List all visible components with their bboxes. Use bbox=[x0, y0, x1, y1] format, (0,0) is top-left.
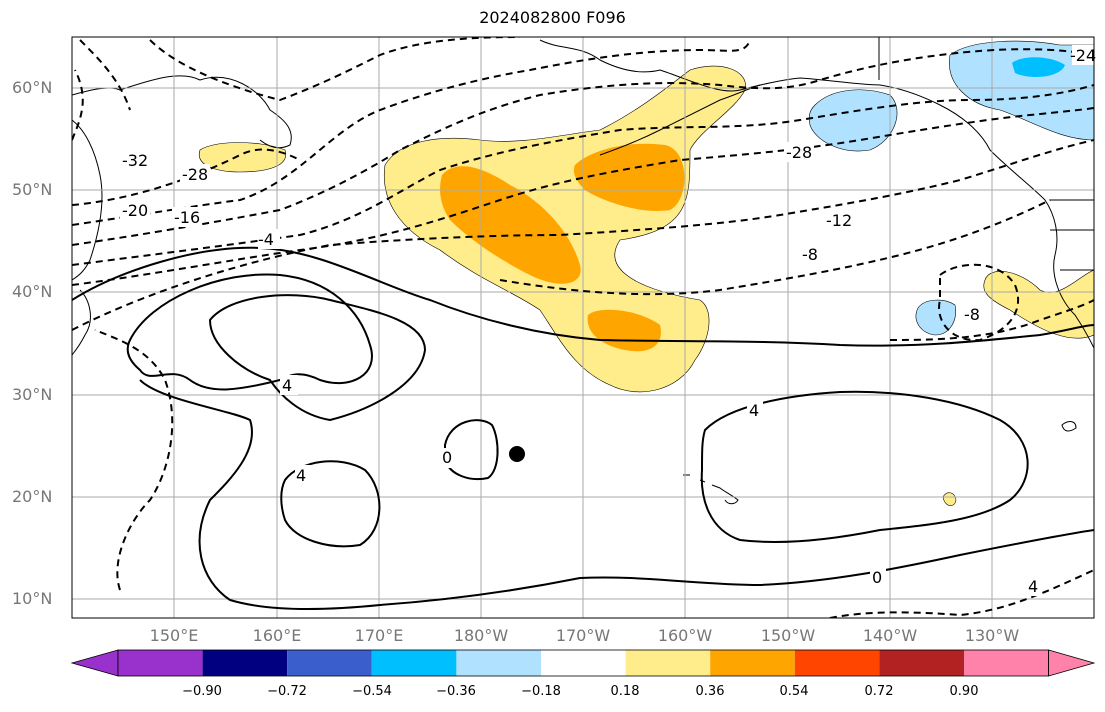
contour-label-1: -32 bbox=[122, 151, 148, 170]
contour-label-14: 4 bbox=[749, 401, 759, 420]
colorbar-tick-2: −0.72 bbox=[267, 684, 307, 699]
contour-label-16: 4 bbox=[1028, 577, 1038, 596]
contour-dashed-ak-1 bbox=[149, 37, 521, 102]
coastline-aleutians bbox=[599, 84, 761, 156]
lon-label-150w: 150°W bbox=[760, 626, 816, 645]
contour-label-12: 4 bbox=[296, 466, 306, 485]
contour-label-4: -16 bbox=[174, 208, 200, 227]
contour-solid-4-big bbox=[126, 273, 1094, 610]
contour-label-11: 4 bbox=[282, 376, 292, 395]
lon-label-160w: 160°W bbox=[657, 626, 713, 645]
contour-dashed-6 bbox=[72, 139, 1094, 331]
contour-dashed-east-curve bbox=[889, 299, 1094, 341]
colorbar-tick-10: 0.90 bbox=[949, 684, 979, 699]
colorbar-tick-8: 0.54 bbox=[779, 684, 809, 699]
contour-solid-4-inner bbox=[208, 294, 427, 422]
contour-label-7: -28 bbox=[786, 143, 812, 162]
coastlines bbox=[72, 37, 1094, 505]
contour-dashed-1 bbox=[72, 148, 301, 206]
colorbar-tick-5: −0.18 bbox=[521, 684, 561, 699]
contour-dashed-7 bbox=[499, 199, 1051, 296]
lat-label-20n: 20°N bbox=[12, 487, 53, 506]
coastline-bering-alaska bbox=[539, 39, 1094, 349]
positive-anomaly-region-small bbox=[942, 492, 957, 506]
colorbar-segment-2 bbox=[202, 650, 288, 676]
colorbar-tick-7: 0.36 bbox=[695, 684, 725, 699]
lat-label-40n: 40°N bbox=[12, 282, 53, 301]
lon-label-130w: 130°W bbox=[964, 626, 1020, 645]
contour-solid-4-east bbox=[700, 390, 1029, 543]
contour-dashed-west bbox=[72, 39, 131, 141]
lon-label-180w: 180°W bbox=[453, 626, 509, 645]
colorbar bbox=[70, 649, 1096, 677]
colorbar-segment-11 bbox=[964, 650, 1049, 676]
coastline-japan bbox=[72, 289, 91, 356]
lon-label-170e: 170°E bbox=[354, 626, 404, 645]
map-frame bbox=[71, 36, 1095, 619]
map-title: 2024082800 F096 bbox=[479, 8, 626, 27]
contour-label-6: -24 bbox=[1070, 46, 1096, 65]
contour-label-5: -4 bbox=[258, 230, 274, 249]
colorbar-segment-8 bbox=[710, 650, 795, 676]
contour-dashed-8 bbox=[94, 329, 174, 591]
colorbar-tick-1: −0.90 bbox=[182, 684, 222, 699]
contour-labels: -32 -28 -20 -16 -4 -24 -28 -12 -8 -8 4 4… bbox=[120, 45, 1096, 596]
contour-label-13: 0 bbox=[442, 448, 452, 467]
lon-label-140w: 140°W bbox=[862, 626, 918, 645]
contour-dashed-5 bbox=[72, 107, 1094, 286]
lon-label-170w: 170°W bbox=[555, 626, 611, 645]
gridlines bbox=[72, 37, 1094, 618]
contour-label-3: -20 bbox=[122, 201, 148, 220]
positive-anomaly-region-west-coast bbox=[983, 269, 1094, 339]
lat-label-60n: 60°N bbox=[12, 78, 53, 97]
lon-label-160e: 160°E bbox=[252, 626, 302, 645]
colorbar-tick-9: 0.72 bbox=[864, 684, 894, 699]
colorbar-segment-4 bbox=[371, 650, 457, 676]
colorbar-extend-right bbox=[1048, 649, 1096, 677]
colorbar-extend-left bbox=[70, 649, 119, 677]
contour-label-9: -8 bbox=[802, 245, 818, 264]
contour-solid-4-south bbox=[280, 460, 381, 548]
contour-solid-0-small bbox=[444, 419, 499, 480]
map-area bbox=[72, 37, 1094, 618]
colorbar-tick-3: −0.54 bbox=[352, 684, 392, 699]
colorbar-segment-5 bbox=[456, 650, 541, 676]
contour-dashed-bottom bbox=[829, 569, 1094, 618]
black-dot-marker bbox=[509, 446, 525, 462]
colorbar-segment-9 bbox=[794, 650, 880, 676]
colorbar-tick-4: −0.36 bbox=[436, 684, 476, 699]
lat-label-10n: 10°N bbox=[12, 589, 53, 608]
negative-contours bbox=[72, 37, 1094, 618]
colorbar-segment-10 bbox=[879, 650, 964, 676]
shaded-anomalies bbox=[198, 40, 1094, 506]
coastline-asia bbox=[72, 75, 292, 281]
colorbar-segment-7 bbox=[625, 650, 711, 676]
strong-anomaly-region-1 bbox=[440, 166, 581, 284]
positive-contours bbox=[72, 246, 1094, 610]
contour-dashed-3 bbox=[72, 48, 1094, 246]
contour-dashed-2 bbox=[72, 39, 751, 226]
contour-label-8: -12 bbox=[826, 211, 852, 230]
lat-label-30n: 30°N bbox=[12, 385, 53, 404]
contour-solid-0 bbox=[72, 246, 1094, 347]
strong-anomaly-region-2 bbox=[573, 143, 685, 211]
coastline-small-island bbox=[1061, 421, 1077, 432]
colorbar-segment-6 bbox=[541, 650, 626, 676]
colorbar-segment-1 bbox=[118, 650, 203, 676]
contour-dashed-east-loop bbox=[938, 263, 1020, 342]
strong-negative-anomaly-region bbox=[1012, 57, 1065, 77]
contour-label-2: -28 bbox=[182, 165, 208, 184]
contour-label-10: -8 bbox=[964, 305, 980, 324]
colorbar-tick-6: 0.18 bbox=[610, 684, 640, 699]
contour-label-15: 0 bbox=[872, 568, 882, 587]
lon-label-150e: 150°E bbox=[149, 626, 199, 645]
colorbar-segment-3 bbox=[287, 650, 372, 676]
border-canada bbox=[878, 37, 1094, 271]
lat-label-50n: 50°N bbox=[12, 180, 53, 199]
